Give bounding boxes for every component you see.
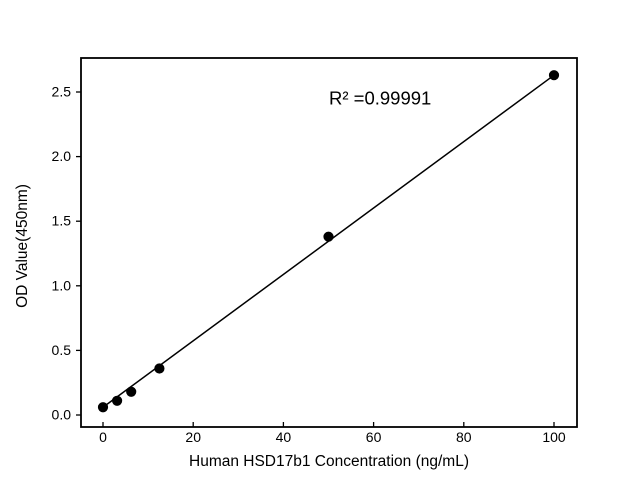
svg-text:2.5: 2.5	[52, 84, 72, 100]
svg-text:Human HSD17b1 Concentration (n: Human HSD17b1 Concentration (ng/mL)	[189, 453, 469, 470]
svg-text:0: 0	[99, 429, 107, 445]
svg-text:1.0: 1.0	[52, 277, 72, 293]
svg-text:2.0: 2.0	[52, 148, 72, 164]
svg-text:0.5: 0.5	[52, 342, 72, 358]
svg-text:1.5: 1.5	[52, 213, 72, 229]
svg-text:60: 60	[366, 429, 382, 445]
svg-text:80: 80	[456, 429, 472, 445]
svg-text:OD Value(450nm): OD Value(450nm)	[14, 184, 31, 308]
svg-text:0.0: 0.0	[52, 407, 72, 423]
svg-text:100: 100	[542, 429, 566, 445]
svg-text:R² =0.99991: R² =0.99991	[329, 88, 431, 109]
svg-text:20: 20	[185, 429, 201, 445]
svg-text:40: 40	[276, 429, 292, 445]
